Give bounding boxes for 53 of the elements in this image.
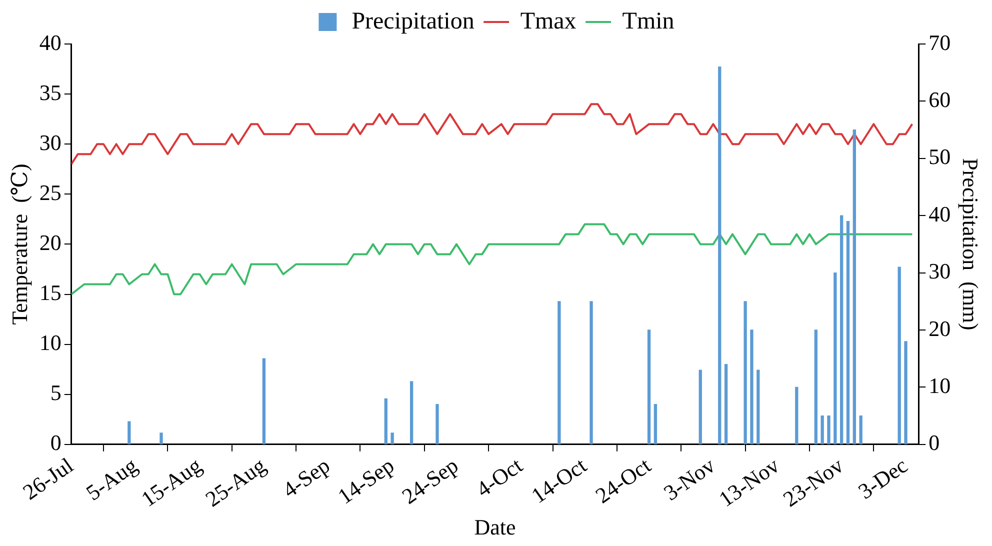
bar: [756, 370, 760, 444]
bar: [436, 404, 439, 444]
y-tick-label: 30: [39, 130, 62, 155]
bar: [814, 330, 818, 444]
bar: [390, 432, 394, 444]
bar: [558, 301, 561, 444]
y-tick-label: 5: [50, 380, 62, 406]
y-tick-label: 0: [50, 430, 62, 456]
bar: [410, 381, 414, 444]
y-tick-label: 25: [39, 180, 62, 205]
bar: [262, 358, 266, 444]
y-tick-label: 40: [39, 30, 62, 55]
y-tick-label: 10: [39, 330, 62, 356]
bar: [744, 301, 747, 444]
bar: [846, 221, 850, 444]
bar: [718, 66, 722, 444]
y2-tick-label: 20: [928, 316, 951, 341]
y-tick-label: 15: [39, 280, 62, 306]
x-tick-label: 4-Sep: [278, 452, 334, 503]
y-axis-title: Temperature (℃): [6, 164, 32, 325]
bar: [898, 266, 901, 444]
y2-tick-label: 60: [928, 86, 951, 112]
y2-tick-label: 40: [928, 201, 951, 226]
bar: [750, 330, 754, 444]
y2-tick-label: 50: [928, 144, 951, 170]
bar: [160, 432, 163, 444]
y-tick-label: 35: [39, 80, 62, 105]
bar: [834, 272, 837, 444]
bar: [647, 330, 651, 444]
bar: [128, 421, 131, 444]
x-tick-label: 4-Oct: [471, 452, 527, 502]
legend-label: Tmax: [520, 8, 576, 34]
bar: [724, 364, 728, 444]
bar: [904, 341, 908, 444]
bar: [859, 415, 862, 444]
y2-tick-label: 30: [928, 258, 951, 284]
bar: [852, 129, 856, 444]
bar: [698, 370, 702, 444]
bar: [590, 301, 593, 444]
y2-tick-label: 70: [928, 30, 951, 55]
bar: [820, 415, 824, 444]
bar: [840, 215, 844, 444]
bar: [384, 398, 388, 444]
y-tick-label: 20: [39, 230, 62, 255]
bar: [827, 415, 830, 444]
bar: [795, 386, 798, 444]
y2-axis-title: Precipitation (mm): [958, 158, 984, 330]
bar: [654, 404, 658, 444]
y2-tick-label: 0: [928, 430, 940, 456]
y2-tick-label: 10: [928, 373, 951, 398]
legend-label: Precipitation: [352, 8, 474, 34]
legend-label: Tmin: [622, 8, 674, 34]
x-axis-title: Date: [474, 514, 516, 540]
